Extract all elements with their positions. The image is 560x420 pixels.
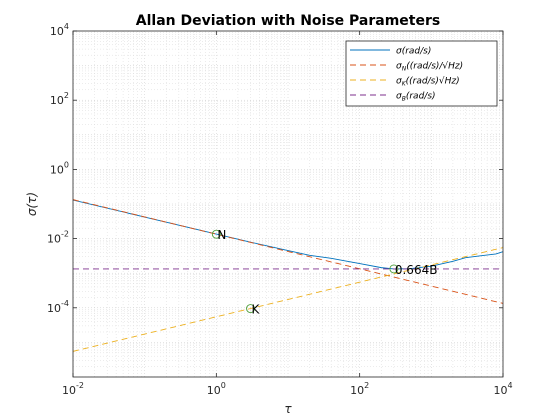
annotation-marker	[211, 229, 221, 239]
legend-label: σK((rad/s)√Hz)	[396, 76, 460, 88]
tick-label: 102	[350, 381, 369, 397]
series-lines	[73, 199, 503, 352]
x-axis-label: τ	[284, 402, 292, 416]
annotation-label: K	[252, 303, 261, 317]
annotation-label: N	[217, 228, 226, 242]
tick-label: 100	[207, 381, 226, 397]
tick-label: 102	[50, 91, 69, 107]
tick-label: 104	[493, 381, 512, 397]
annotation-label: 0.664B	[395, 263, 438, 277]
plot-frame	[72, 30, 504, 378]
tick-label: 104	[50, 22, 69, 38]
series-line	[73, 199, 503, 304]
y-axis-label: σ(τ)	[25, 192, 39, 216]
tick-label: 10-2	[62, 381, 84, 397]
axis-ticks: 10-2 100 102 104 10-4 10-2 100 102 104	[47, 22, 513, 397]
legend-label: σB(rad/s)	[396, 92, 436, 103]
tick-label: 10-2	[47, 230, 69, 246]
legend: σ(rad/s) σN((rad/s)/√Hz) σK((rad/s)√Hz) σB(…	[345, 40, 498, 107]
annotation-marker	[389, 264, 399, 274]
legend-label: σ(rad/s)	[396, 47, 431, 57]
legend-label: σN((rad/s)/√Hz)	[396, 61, 463, 73]
tick-label: 100	[50, 160, 69, 176]
tick-label: 10-4	[47, 299, 69, 315]
annotation-marker	[246, 304, 255, 314]
annotations: N K 0.664B	[211, 228, 438, 317]
series-line	[73, 247, 503, 352]
chart-title: Allan Deviation with Noise Parameters	[136, 13, 440, 29]
